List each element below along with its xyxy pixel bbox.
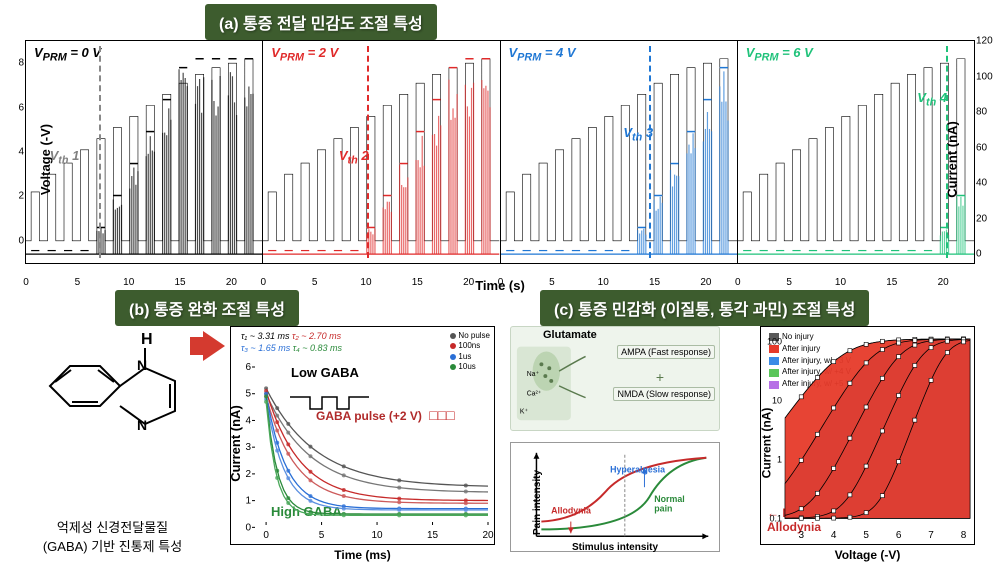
svg-text:4: 4 <box>831 530 837 541</box>
svg-text:100: 100 <box>767 336 782 346</box>
gaba-caption: 억제성 신경전달물질 (GABA) 기반 진통제 특성 <box>25 517 200 555</box>
svg-text:2: 2 <box>245 469 251 480</box>
vprm-label: VPRM = 4 V <box>509 45 576 64</box>
ampa-label: AMPA (Fast response) <box>617 345 715 359</box>
chart-c-xlabel: Voltage (-V) <box>835 548 901 562</box>
panel-c-diagrams: Glutamate Na⁺ Ca²⁺ K⁺ AMPA (Fast respons… <box>510 326 725 570</box>
svg-text:6: 6 <box>896 530 902 541</box>
panel-a: (a) 통증 전달 민감도 조절 특성 Voltage (-V) Current… <box>25 4 975 264</box>
svg-text:5: 5 <box>245 389 251 400</box>
yaxis-right-ticks: 020406080100120 <box>974 41 1000 263</box>
threshold-dashed-line <box>367 46 369 258</box>
svg-text:20: 20 <box>482 530 494 541</box>
svg-text:6: 6 <box>245 362 251 373</box>
svg-text:8: 8 <box>961 530 967 541</box>
svg-text:Na⁺: Na⁺ <box>527 371 540 378</box>
vprm-label: VPRM = 6 V <box>746 45 813 64</box>
svg-text:4: 4 <box>245 415 251 426</box>
subplot-1: VPRM = 2 VVth 205101520 <box>263 41 500 263</box>
vth-label: Vth 1 <box>50 148 80 167</box>
svg-text:Allodynia: Allodynia <box>551 506 591 516</box>
gaba-caption-l2: (GABA) 기반 진통제 특성 <box>43 539 182 554</box>
threshold-dashed-line <box>99 46 101 258</box>
svg-text:0.1: 0.1 <box>769 513 782 523</box>
panel-c-title: (c) 통증 민감화 (이질통, 통각 과민) 조절 특성 <box>540 290 869 326</box>
panel-b: (b) 통증 완화 조절 특성 H N N <box>25 290 495 570</box>
intensity-diagram: Pain intensity Stimulus intensity Hypera… <box>510 442 720 552</box>
chart-b: Current (nA) τ₁ ~ 3.31 ms τ₂ ~ 2.70 ms τ… <box>230 326 495 545</box>
gaba-caption-l1: 억제성 신경전달물질 <box>57 520 168 535</box>
chart-c: Current (nA) No injuryAfter injuryAfter … <box>760 326 975 545</box>
svg-text:Hyperalgesia: Hyperalgesia <box>610 464 665 474</box>
svg-text:Ca²⁺: Ca²⁺ <box>527 391 542 398</box>
panel-a-charts: Voltage (-V) Current (nA) Time (s) 02468… <box>25 40 975 264</box>
svg-text:0: 0 <box>245 522 251 533</box>
svg-text:H: H <box>141 331 153 348</box>
svg-text:1: 1 <box>777 454 782 464</box>
panel-b-body: H N N 억제성 신경전달물질 (GABA) 기반 진통제 특성 Curren… <box>25 326 495 570</box>
svg-text:Normal: Normal <box>654 494 684 504</box>
panel-b-title: (b) 통증 완화 조절 특성 <box>115 290 299 326</box>
chart-b-xlabel: Time (ms) <box>334 548 390 562</box>
vth-label: Vth 4 <box>917 90 947 109</box>
svg-text:7: 7 <box>928 530 934 541</box>
svg-text:K⁺: K⁺ <box>520 408 529 415</box>
svg-text:15: 15 <box>427 530 439 541</box>
plus-icon: + <box>656 369 664 385</box>
panel-c: (c) 통증 민감화 (이질통, 통각 과민) 조절 특성 Glutamate … <box>510 290 975 570</box>
svg-text:3: 3 <box>798 530 804 541</box>
svg-text:5: 5 <box>863 530 869 541</box>
svg-text:3: 3 <box>245 442 251 453</box>
nmda-label: NMDA (Slow response) <box>613 387 715 401</box>
svg-text:pain: pain <box>654 504 672 514</box>
svg-text:1: 1 <box>245 496 251 507</box>
subplot-3: VPRM = 6 VVth 405101520 <box>738 41 974 263</box>
svg-text:5: 5 <box>319 530 325 541</box>
molecule-diagram: H N N 억제성 신경전달물질 (GABA) 기반 진통제 특성 <box>25 326 210 570</box>
panel-a-title: (a) 통증 전달 민감도 조절 특성 <box>205 4 437 40</box>
yaxis-left-ticks: 02468 <box>1 41 26 263</box>
subplot-2: VPRM = 4 VVth 305101520 <box>501 41 738 263</box>
threshold-dashed-line <box>946 46 948 258</box>
vth-label: Vth 2 <box>339 148 369 167</box>
svg-text:0: 0 <box>263 530 269 541</box>
vprm-label: VPRM = 0 V <box>34 45 101 64</box>
threshold-dashed-line <box>649 46 651 258</box>
vprm-label: VPRM = 2 V <box>271 45 338 64</box>
svg-text:N: N <box>137 417 147 433</box>
svg-text:N: N <box>137 357 147 373</box>
subplot-0: VPRM = 0 VVth 105101520 <box>26 41 263 263</box>
glutamate-diagram: Glutamate Na⁺ Ca²⁺ K⁺ AMPA (Fast respons… <box>510 326 720 431</box>
svg-text:10: 10 <box>371 530 383 541</box>
red-arrow-icon <box>203 331 225 361</box>
svg-text:10: 10 <box>772 395 782 405</box>
gaba-molecule-icon: H N N <box>25 326 200 476</box>
panel-c-body: Glutamate Na⁺ Ca²⁺ K⁺ AMPA (Fast respons… <box>510 326 975 570</box>
